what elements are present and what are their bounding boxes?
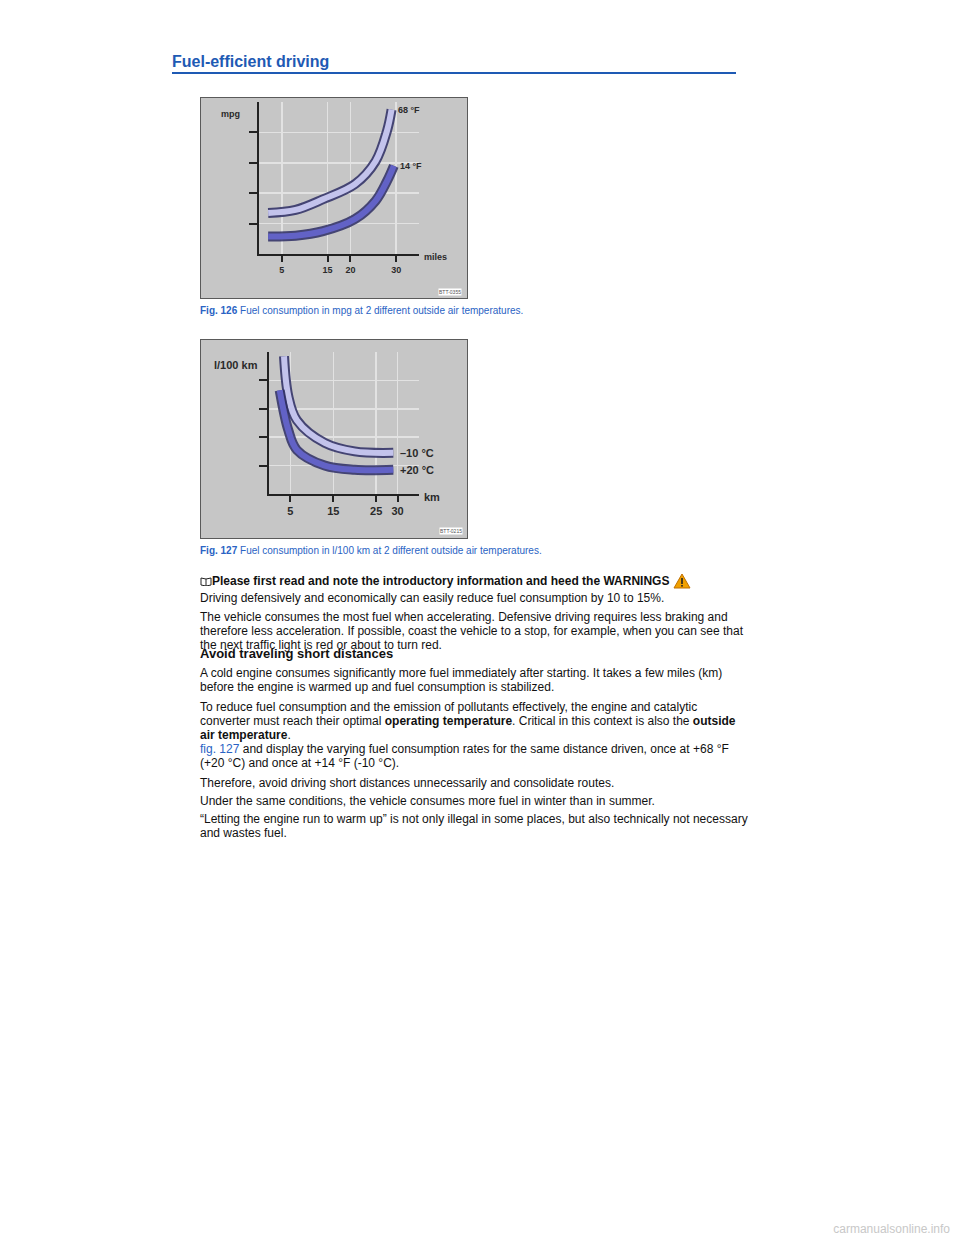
html-text:The vehicle consumes the most: The vehicle consumes the most fuel when … xyxy=(200,610,743,652)
svg-text:km: km xyxy=(424,491,440,503)
svg-text:+20 °C: +20 °C xyxy=(400,464,434,476)
html-text:Avoid traveling short distance: Avoid traveling short distances xyxy=(200,646,394,661)
svg-text:miles: miles xyxy=(424,252,447,262)
html-text:fig. 127 and display the varyi: fig. 127 and display the varying fuel co… xyxy=(200,742,729,770)
svg-text:15: 15 xyxy=(323,265,333,275)
html-text:Fig. 127 Fuel consumption in l: Fig. 127 Fuel consumption in l/100 km at… xyxy=(200,545,542,556)
svg-text:l/100 km: l/100 km xyxy=(214,359,258,371)
svg-text:15: 15 xyxy=(327,505,339,517)
svg-text:30: 30 xyxy=(391,505,403,517)
svg-text:BTT-0215: BTT-0215 xyxy=(440,528,462,534)
html-text:A cold engine consumes signifi: A cold engine consumes significantly mor… xyxy=(200,666,723,694)
html-text:Therefore, avoid driving short: Therefore, avoid driving short distances… xyxy=(200,776,615,790)
svg-text:20: 20 xyxy=(345,265,355,275)
svg-text:68 °F: 68 °F xyxy=(398,105,420,115)
html-text:To reduce fuel consumption and: To reduce fuel consumption and the emiss… xyxy=(200,700,736,742)
svg-text:30: 30 xyxy=(391,265,401,275)
html-text:Under the same conditions, the: Under the same conditions, the vehicle c… xyxy=(200,794,655,808)
html-text:Please first read and note the: Please first read and note the introduct… xyxy=(212,574,670,588)
html-text:Driving defensively and econom: Driving defensively and economically can… xyxy=(200,591,665,605)
html-text:carmanualsonline.info: carmanualsonline.info xyxy=(833,1222,950,1236)
svg-text:mpg: mpg xyxy=(221,109,240,119)
html-text:Fuel-efficient driving: Fuel-efficient driving xyxy=(172,53,330,70)
svg-text:BTT-0355: BTT-0355 xyxy=(439,289,461,295)
html-text:Fig. 126 Fuel consumption in m: Fig. 126 Fuel consumption in mpg at 2 di… xyxy=(200,305,524,316)
svg-text:5: 5 xyxy=(287,505,293,517)
html-text:“Letting the engine run to war: “Letting the engine run to warm up” is n… xyxy=(200,812,748,840)
svg-text:14 °F: 14 °F xyxy=(400,161,422,171)
svg-text:–10 °C: –10 °C xyxy=(400,447,434,459)
svg-text:5: 5 xyxy=(279,265,284,275)
svg-text:25: 25 xyxy=(370,505,382,517)
